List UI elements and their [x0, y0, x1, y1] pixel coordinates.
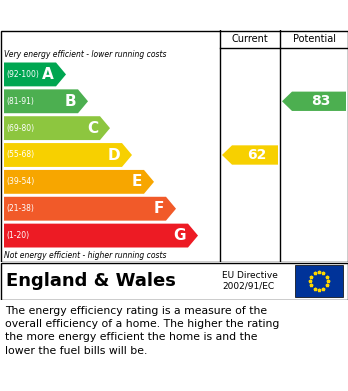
Polygon shape [222, 145, 278, 165]
Polygon shape [4, 143, 132, 167]
Text: EU Directive
2002/91/EC: EU Directive 2002/91/EC [222, 271, 278, 291]
Text: Potential: Potential [293, 34, 335, 44]
Text: D: D [108, 147, 120, 163]
Text: England & Wales: England & Wales [6, 272, 176, 290]
Text: B: B [64, 94, 76, 109]
Text: (55-68): (55-68) [6, 151, 34, 160]
Text: C: C [87, 121, 98, 136]
Text: 62: 62 [247, 148, 267, 162]
Text: E: E [132, 174, 142, 189]
Polygon shape [4, 116, 110, 140]
Polygon shape [4, 90, 88, 113]
Text: (92-100): (92-100) [6, 70, 39, 79]
Polygon shape [4, 224, 198, 248]
Text: Energy Efficiency Rating: Energy Efficiency Rating [60, 6, 288, 24]
Text: Very energy efficient - lower running costs: Very energy efficient - lower running co… [4, 50, 166, 59]
Text: Current: Current [232, 34, 268, 44]
Text: A: A [42, 67, 54, 82]
Polygon shape [4, 197, 176, 221]
Polygon shape [4, 63, 66, 86]
Text: The energy efficiency rating is a measure of the
overall efficiency of a home. T: The energy efficiency rating is a measur… [5, 306, 279, 355]
Polygon shape [4, 170, 154, 194]
Text: G: G [174, 228, 186, 243]
Text: (21-38): (21-38) [6, 204, 34, 213]
Text: Not energy efficient - higher running costs: Not energy efficient - higher running co… [4, 251, 166, 260]
Text: (81-91): (81-91) [6, 97, 34, 106]
Bar [295, 265, 343, 297]
Text: (69-80): (69-80) [6, 124, 34, 133]
Polygon shape [282, 91, 346, 111]
Text: (39-54): (39-54) [6, 178, 34, 187]
Text: (1-20): (1-20) [6, 231, 29, 240]
Text: 83: 83 [311, 94, 331, 108]
Text: F: F [153, 201, 164, 216]
